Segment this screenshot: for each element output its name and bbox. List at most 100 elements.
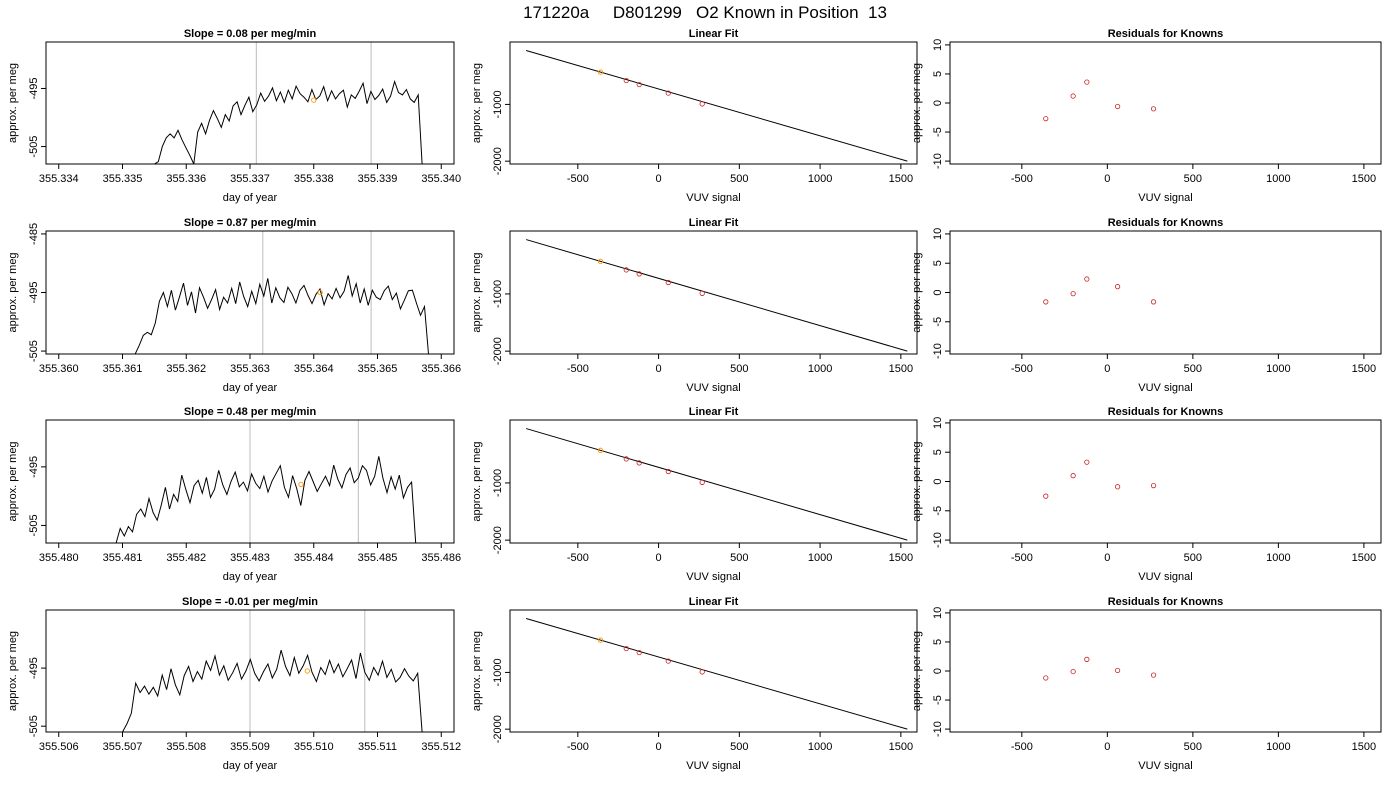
chart-6: Slope = 0.48 per meg/min day of year appro… [7,406,461,583]
chart-7-title: Linear Fit [689,406,739,418]
chart-4-frame [509,230,918,355]
chart-5-ytick-label-1: -5 [932,317,944,327]
chart-10-xtick-label-1: 0 [656,741,662,753]
chart-3-ylabel: approx. per meg [7,252,19,332]
chart-2-point-0 [1043,116,1049,122]
chart-3-xtick-label-6: 355.366 [421,363,461,375]
chart-1: Linear Fit VUV signal approx. per meg -500 0… [471,28,918,204]
chart-8-point-4 [1150,482,1157,489]
chart-5-xtick-label-1: 0 [1104,363,1110,375]
chart-2-title: Residuals for Knowns [1108,28,1224,40]
chart-6-xtick-label-5: 355.485 [358,552,398,564]
chart-9-title: Slope = -0.01 per meg/min [182,596,318,608]
chart-9-xtick-label-0: 355.506 [39,741,79,753]
chart-5-ylabel: approx. per meg [911,252,923,332]
chart-5-frame [949,230,1382,355]
chart-6-series-line [115,456,417,543]
chart-3-ytick-label-1: -495 [28,281,40,303]
chart-4-xtick-label-1: 0 [656,363,662,375]
chart-2-ylabel: approx. per meg [911,63,923,143]
chart-4-xtick-label-0: -500 [567,363,589,375]
chart-7-xtick-label-2: 500 [730,552,748,564]
chart-1-ylabel: approx. per meg [471,63,483,143]
chart-5-xlabel: VUV signal [1138,382,1192,394]
chart-4-plot-area [526,239,908,352]
chart-5-point-1 [1070,291,1076,297]
chart-0-xtick-label-0: 355.334 [39,173,79,185]
chart-8-xtick-label-0: -500 [1011,552,1033,564]
chart-8-ytick-label-3: 5 [932,449,944,455]
chart-10-ytick-label-1: -2000 [492,715,504,743]
chart-6-ytick-label-0: -505 [28,514,40,536]
chart-7-plot-area [526,428,908,541]
chart-2-xtick-label-0: -500 [1011,173,1033,185]
chart-10-ytick-label-0: -1000 [492,658,504,686]
chart-8-point-1 [1070,473,1076,479]
chart-4-xtick-label-3: 1000 [808,363,832,375]
chart-2-ytick-label-3: 5 [932,71,944,77]
chart-5-ytick-label-2: 0 [932,289,944,295]
chart-1-point-4 [699,101,705,107]
chart-11-xtick-label-2: 500 [1184,741,1202,753]
chart-3-ytick-label-0: -505 [28,340,40,362]
chart-0-xtick-label-4: 355.338 [294,173,334,185]
chart-11-xtick-label-1: 0 [1104,741,1110,753]
chart-7-xtick-label-3: 1000 [808,552,832,564]
chart-10-point-2 [636,649,642,656]
chart-4: Linear Fit VUV signal approx. per meg -500 0… [471,217,918,394]
chart-3-highlight-point [317,289,323,296]
chart-11-xtick-label-4: 1500 [1352,741,1376,753]
chart-1-fit-line [526,50,908,162]
chart-9-xtick-label-6: 355.512 [421,741,461,753]
chart-0-title: Slope = 0.08 per meg/min [184,28,317,40]
chart-3-ytick-label-2: -485 [28,223,40,245]
chart-2-point-1 [1070,93,1076,99]
chart-2-xtick-label-2: 500 [1184,173,1202,185]
figure-title: 171220a D801299 O2 Known in Position 13 [523,3,887,22]
chart-5-plot-area [1043,276,1157,305]
chart-0-xtick-label-6: 355.340 [421,173,461,185]
chart-5-ytick-label-3: 5 [932,260,944,266]
chart-1-xtick-label-3: 1000 [808,173,832,185]
chart-4-ytick-label-0: -1000 [492,280,504,308]
chart-10-frame [509,609,918,733]
chart-7-ylabel: approx. per meg [471,441,483,521]
chart-8-xtick-label-4: 1500 [1352,552,1376,564]
chart-2-xtick-label-1: 0 [1104,173,1110,185]
chart-10-point-1 [623,645,629,652]
chart-8-xtick-label-2: 500 [1184,552,1202,564]
chart-6-highlight-point [298,481,304,488]
chart-1-xtick-label-0: -500 [567,173,589,185]
chart-5-xtick-label-4: 1500 [1352,363,1376,375]
chart-5-xtick-label-2: 500 [1184,363,1202,375]
chart-8: Residuals for Knowns VUV signal approx. pe… [911,406,1382,583]
chart-7-fit-line [526,428,908,541]
chart-4-xtick-label-2: 500 [730,363,748,375]
chart-4-point-2 [636,271,642,277]
chart-3-xlabel: day of year [223,382,278,394]
chart-11-point-3 [1115,667,1121,674]
chart-4-xtick-label-4: 1500 [889,363,913,375]
chart-2-xtick-label-4: 1500 [1352,173,1376,185]
chart-0-xtick-label-3: 355.337 [230,173,270,185]
chart-11-ytick-label-0: -10 [932,721,944,737]
chart-9-xtick-label-4: 355.510 [294,741,334,753]
chart-4-point-0 [597,258,604,264]
chart-6-xtick-label-1: 355.481 [103,552,143,564]
chart-10-xtick-label-0: -500 [567,741,589,753]
chart-8-point-3 [1115,484,1121,490]
chart-3-xtick-label-5: 355.365 [358,363,398,375]
chart-3: Slope = 0.87 per meg/min day of year appro… [7,217,461,394]
chart-1-point-3 [665,90,671,96]
chart-10: Linear Fit VUV signal approx. per meg -500 0… [471,596,918,772]
chart-9-xtick-label-5: 355.511 [358,741,397,753]
chart-11-plot-area [1043,656,1157,681]
chart-6-xtick-label-0: 355.480 [39,552,79,564]
chart-2-plot-area [1043,79,1157,122]
chart-4-point-3 [665,279,671,286]
chart-4-xlabel: VUV signal [686,382,740,394]
chart-2-frame [949,41,1382,165]
chart-8-frame [949,419,1382,544]
chart-0-ytick-label-0: -505 [28,136,40,158]
chart-3-xtick-label-2: 355.362 [166,363,206,375]
